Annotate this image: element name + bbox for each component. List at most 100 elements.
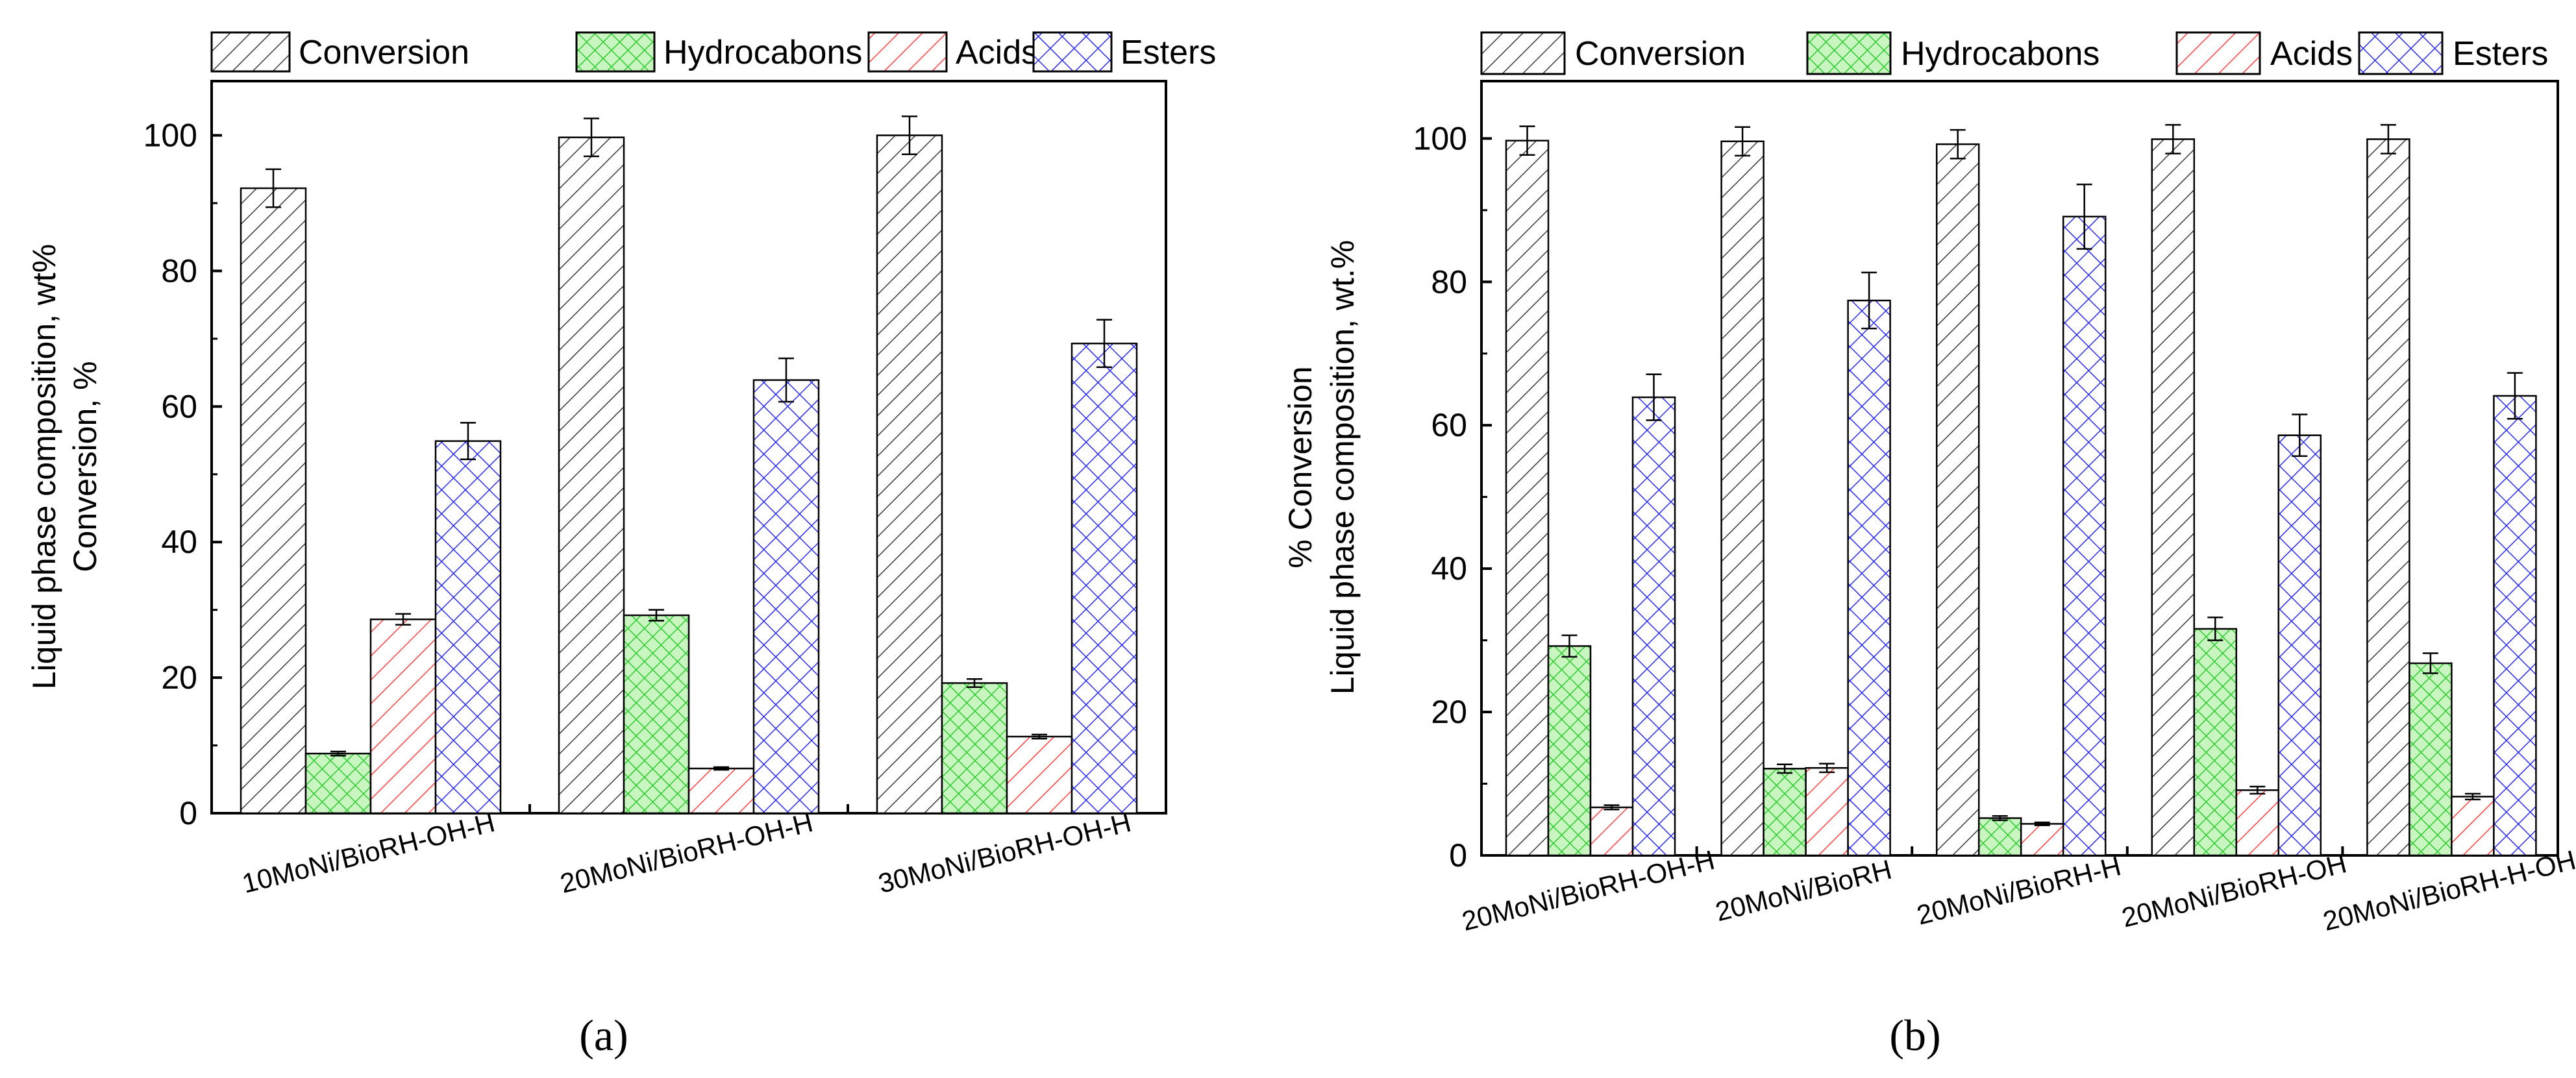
bar-hydrocabons-20moni-biorh-oh-h-a xyxy=(623,614,690,815)
bar-acids-10moni-biorh-oh-h-a xyxy=(369,619,437,815)
marks-b: 02040608010020MoNi/BioRH-OH-H20MoNi/BioR… xyxy=(1413,120,2576,937)
legend-b: Conversion Hydrocabons Acids Esters xyxy=(1480,31,2548,75)
bar-acids-20moni-biorh-oh-b xyxy=(2235,789,2280,857)
bar-conversion-20moni-biorh-oh-h-a xyxy=(558,136,625,815)
bar-acids-20moni-biorh-b xyxy=(1805,766,1849,857)
caption-b: (b) xyxy=(1889,1011,1940,1060)
legend-swatch-conversion-a xyxy=(210,31,291,73)
chart-panel-a: Conversion Hydrocabons Acids Esters 0 20 40 60… xyxy=(26,31,1216,1060)
y-tick-label-a: 80 xyxy=(161,252,197,289)
error-bar-esters-20moni-biorh-h-oh-b xyxy=(2507,372,2523,420)
y-tick-label-b: 80 xyxy=(1431,263,1467,300)
bar-conversion-30moni-biorh-oh-h-a xyxy=(876,134,943,815)
y-tick-label-b: 20 xyxy=(1431,694,1467,730)
bar-conversion-20moni-biorh-oh-b xyxy=(2151,138,2196,857)
error-bar-hydrocabons-20moni-biorh-h-b xyxy=(1992,815,2008,822)
error-bar-conversion-20moni-biorh-h-oh-b xyxy=(2380,124,2396,154)
bar-hydrocabons-20moni-biorh-h-oh-b xyxy=(2409,662,2453,857)
bar-esters-20moni-biorh-oh-h-a xyxy=(752,379,820,815)
legend-label-acids-b: Acids xyxy=(2270,35,2353,73)
bar-hydrocabons-20moni-biorh-b xyxy=(1763,768,1807,857)
bar-esters-20moni-biorh-oh-h-b xyxy=(1631,396,1676,857)
legend-label-conversion-a: Conversion xyxy=(299,34,469,71)
y-tick-label-a: 100 xyxy=(143,117,197,154)
y-tick-label-a: 40 xyxy=(161,524,197,560)
error-bar-conversion-30moni-biorh-oh-h-a xyxy=(902,116,917,156)
x-category-label-20moni-biorh-b: 20MoNi/BioRH xyxy=(1713,854,1895,927)
error-bar-acids-10moni-biorh-oh-h-a xyxy=(395,613,411,626)
bar-acids-20moni-biorh-oh-h-b xyxy=(1589,806,1634,857)
error-bar-acids-20moni-biorh-oh-h-a xyxy=(713,766,729,771)
error-bar-hydrocabons-20moni-biorh-b xyxy=(1777,763,1793,774)
bar-hydrocabons-20moni-biorh-oh-h-b xyxy=(1547,645,1592,857)
bar-conversion-20moni-biorh-b xyxy=(1720,140,1765,857)
marks-a: 0 20 40 60 80 100 10MoNi/BioRH-OH-H 20MoNi/BioR… xyxy=(143,116,1138,899)
legend-label-hydrocabons-a: Hydrocabons xyxy=(663,34,862,71)
y-tick-label-b: 0 xyxy=(1449,837,1467,874)
y-tick-label-a: 0 xyxy=(179,795,197,831)
x-category-label-20moni-biorh-oh-h-a: 20MoNi/BioRH-OH-H xyxy=(557,807,816,899)
bar-esters-10moni-biorh-oh-h-a xyxy=(434,440,502,815)
bar-esters-30moni-biorh-oh-h-a xyxy=(1071,342,1138,815)
error-bar-esters-20moni-biorh-h-b xyxy=(2076,183,2092,250)
x-category-label-10moni-biorh-oh-h-a: 10MoNi/BioRH-OH-H xyxy=(239,807,498,899)
bar-acids-20moni-biorh-h-b xyxy=(2020,823,2064,857)
y-axis-label-b-line1: % Conversion xyxy=(1282,366,1319,568)
bar-hydrocabons-20moni-biorh-h-b xyxy=(1977,817,2022,857)
y-tick-label-b: 40 xyxy=(1431,550,1467,587)
error-bar-hydrocabons-20moni-biorh-h-oh-b xyxy=(2422,652,2438,674)
bar-hydrocabons-20moni-biorh-oh-b xyxy=(2193,628,2238,857)
error-bar-hydrocabons-10moni-biorh-oh-h-a xyxy=(330,750,346,757)
bar-esters-20moni-biorh-b xyxy=(1847,299,1891,857)
bar-conversion-20moni-biorh-oh-h-b xyxy=(1505,140,1550,857)
bar-acids-20moni-biorh-h-oh-b xyxy=(2451,796,2495,857)
error-bar-hydrocabons-30moni-biorh-oh-h-a xyxy=(967,678,982,688)
x-category-label-20moni-biorh-oh-b: 20MoNi/BioRH-OH xyxy=(2119,848,2350,933)
y-tick-label-b: 100 xyxy=(1413,120,1467,156)
error-bar-esters-30moni-biorh-oh-h-a xyxy=(1096,319,1112,369)
error-bar-conversion-20moni-biorh-oh-h-b xyxy=(1519,125,1535,156)
x-category-label-20moni-biorh-h-oh-b: 20MoNi/BioRH-H-OH xyxy=(2320,844,2576,937)
error-bar-conversion-20moni-biorh-oh-h-a xyxy=(584,117,599,158)
legend-swatch-hydrocabons-a xyxy=(575,31,656,73)
error-bar-hydrocabons-20moni-biorh-oh-h-a xyxy=(649,609,664,622)
bar-conversion-10moni-biorh-oh-h-a xyxy=(240,187,307,815)
error-bar-hydrocabons-20moni-biorh-oh-h-b xyxy=(1561,634,1578,658)
error-bar-acids-20moni-biorh-b xyxy=(1819,763,1835,774)
legend-label-esters-a: Esters xyxy=(1121,34,1216,71)
error-bar-acids-20moni-biorh-oh-b xyxy=(2249,785,2266,795)
y-tick-label-a: 20 xyxy=(161,659,197,696)
legend-swatch-esters-b xyxy=(2358,31,2444,75)
chart-panel-b: Conversion Hydrocabons Acids Esters 0 20 40 60… xyxy=(1282,31,2576,1060)
legend-swatch-conversion-b xyxy=(1480,31,1566,75)
error-bar-esters-20moni-biorh-oh-h-a xyxy=(778,357,794,403)
x-category-label-20moni-biorh-h-b: 20MoNi/BioRH-H xyxy=(1914,850,2124,931)
legend-label-esters-b: Esters xyxy=(2453,35,2548,73)
error-bar-conversion-20moni-biorh-oh-b xyxy=(2165,124,2181,154)
bar-esters-20moni-biorh-h-b xyxy=(2062,215,2107,857)
error-bar-acids-20moni-biorh-oh-h-b xyxy=(1604,804,1620,811)
legend-label-acids-a: Acids xyxy=(956,34,1038,71)
bar-hydrocabons-10moni-biorh-oh-h-a xyxy=(304,752,372,815)
error-bar-conversion-20moni-biorh-b xyxy=(1735,126,1751,157)
y-axis-label-a-line1: Liquid phase composition, wt% xyxy=(26,244,62,690)
legend-a: Conversion Hydrocabons Acids Esters xyxy=(210,31,1216,73)
y-axis-label-a-line2: Conversion, % xyxy=(67,361,103,572)
y-tick-label-a: 60 xyxy=(161,388,197,424)
legend-swatch-esters-a xyxy=(1032,31,1113,73)
legend-label-hydrocabons-b: Hydrocabons xyxy=(1901,35,2099,73)
error-bar-conversion-10moni-biorh-oh-h-a xyxy=(266,168,281,208)
bar-conversion-20moni-biorh-h-b xyxy=(1935,143,1980,857)
error-bar-esters-20moni-biorh-oh-b xyxy=(2292,413,2308,457)
error-bar-esters-10moni-biorh-oh-h-a xyxy=(460,422,476,461)
bar-acids-20moni-biorh-oh-h-a xyxy=(687,767,755,815)
bar-acids-30moni-biorh-oh-h-a xyxy=(1006,735,1073,815)
legend-swatch-acids-b xyxy=(2175,31,2261,75)
bar-hydrocabons-30moni-biorh-oh-h-a xyxy=(941,682,1008,815)
legend-swatch-hydrocabons-b xyxy=(1806,31,1892,75)
y-tick-label-b: 60 xyxy=(1431,407,1467,443)
error-bar-esters-20moni-biorh-oh-h-b xyxy=(1646,373,1662,421)
legend-label-conversion-b: Conversion xyxy=(1575,35,1746,73)
error-bar-esters-20moni-biorh-b xyxy=(1861,271,1877,330)
